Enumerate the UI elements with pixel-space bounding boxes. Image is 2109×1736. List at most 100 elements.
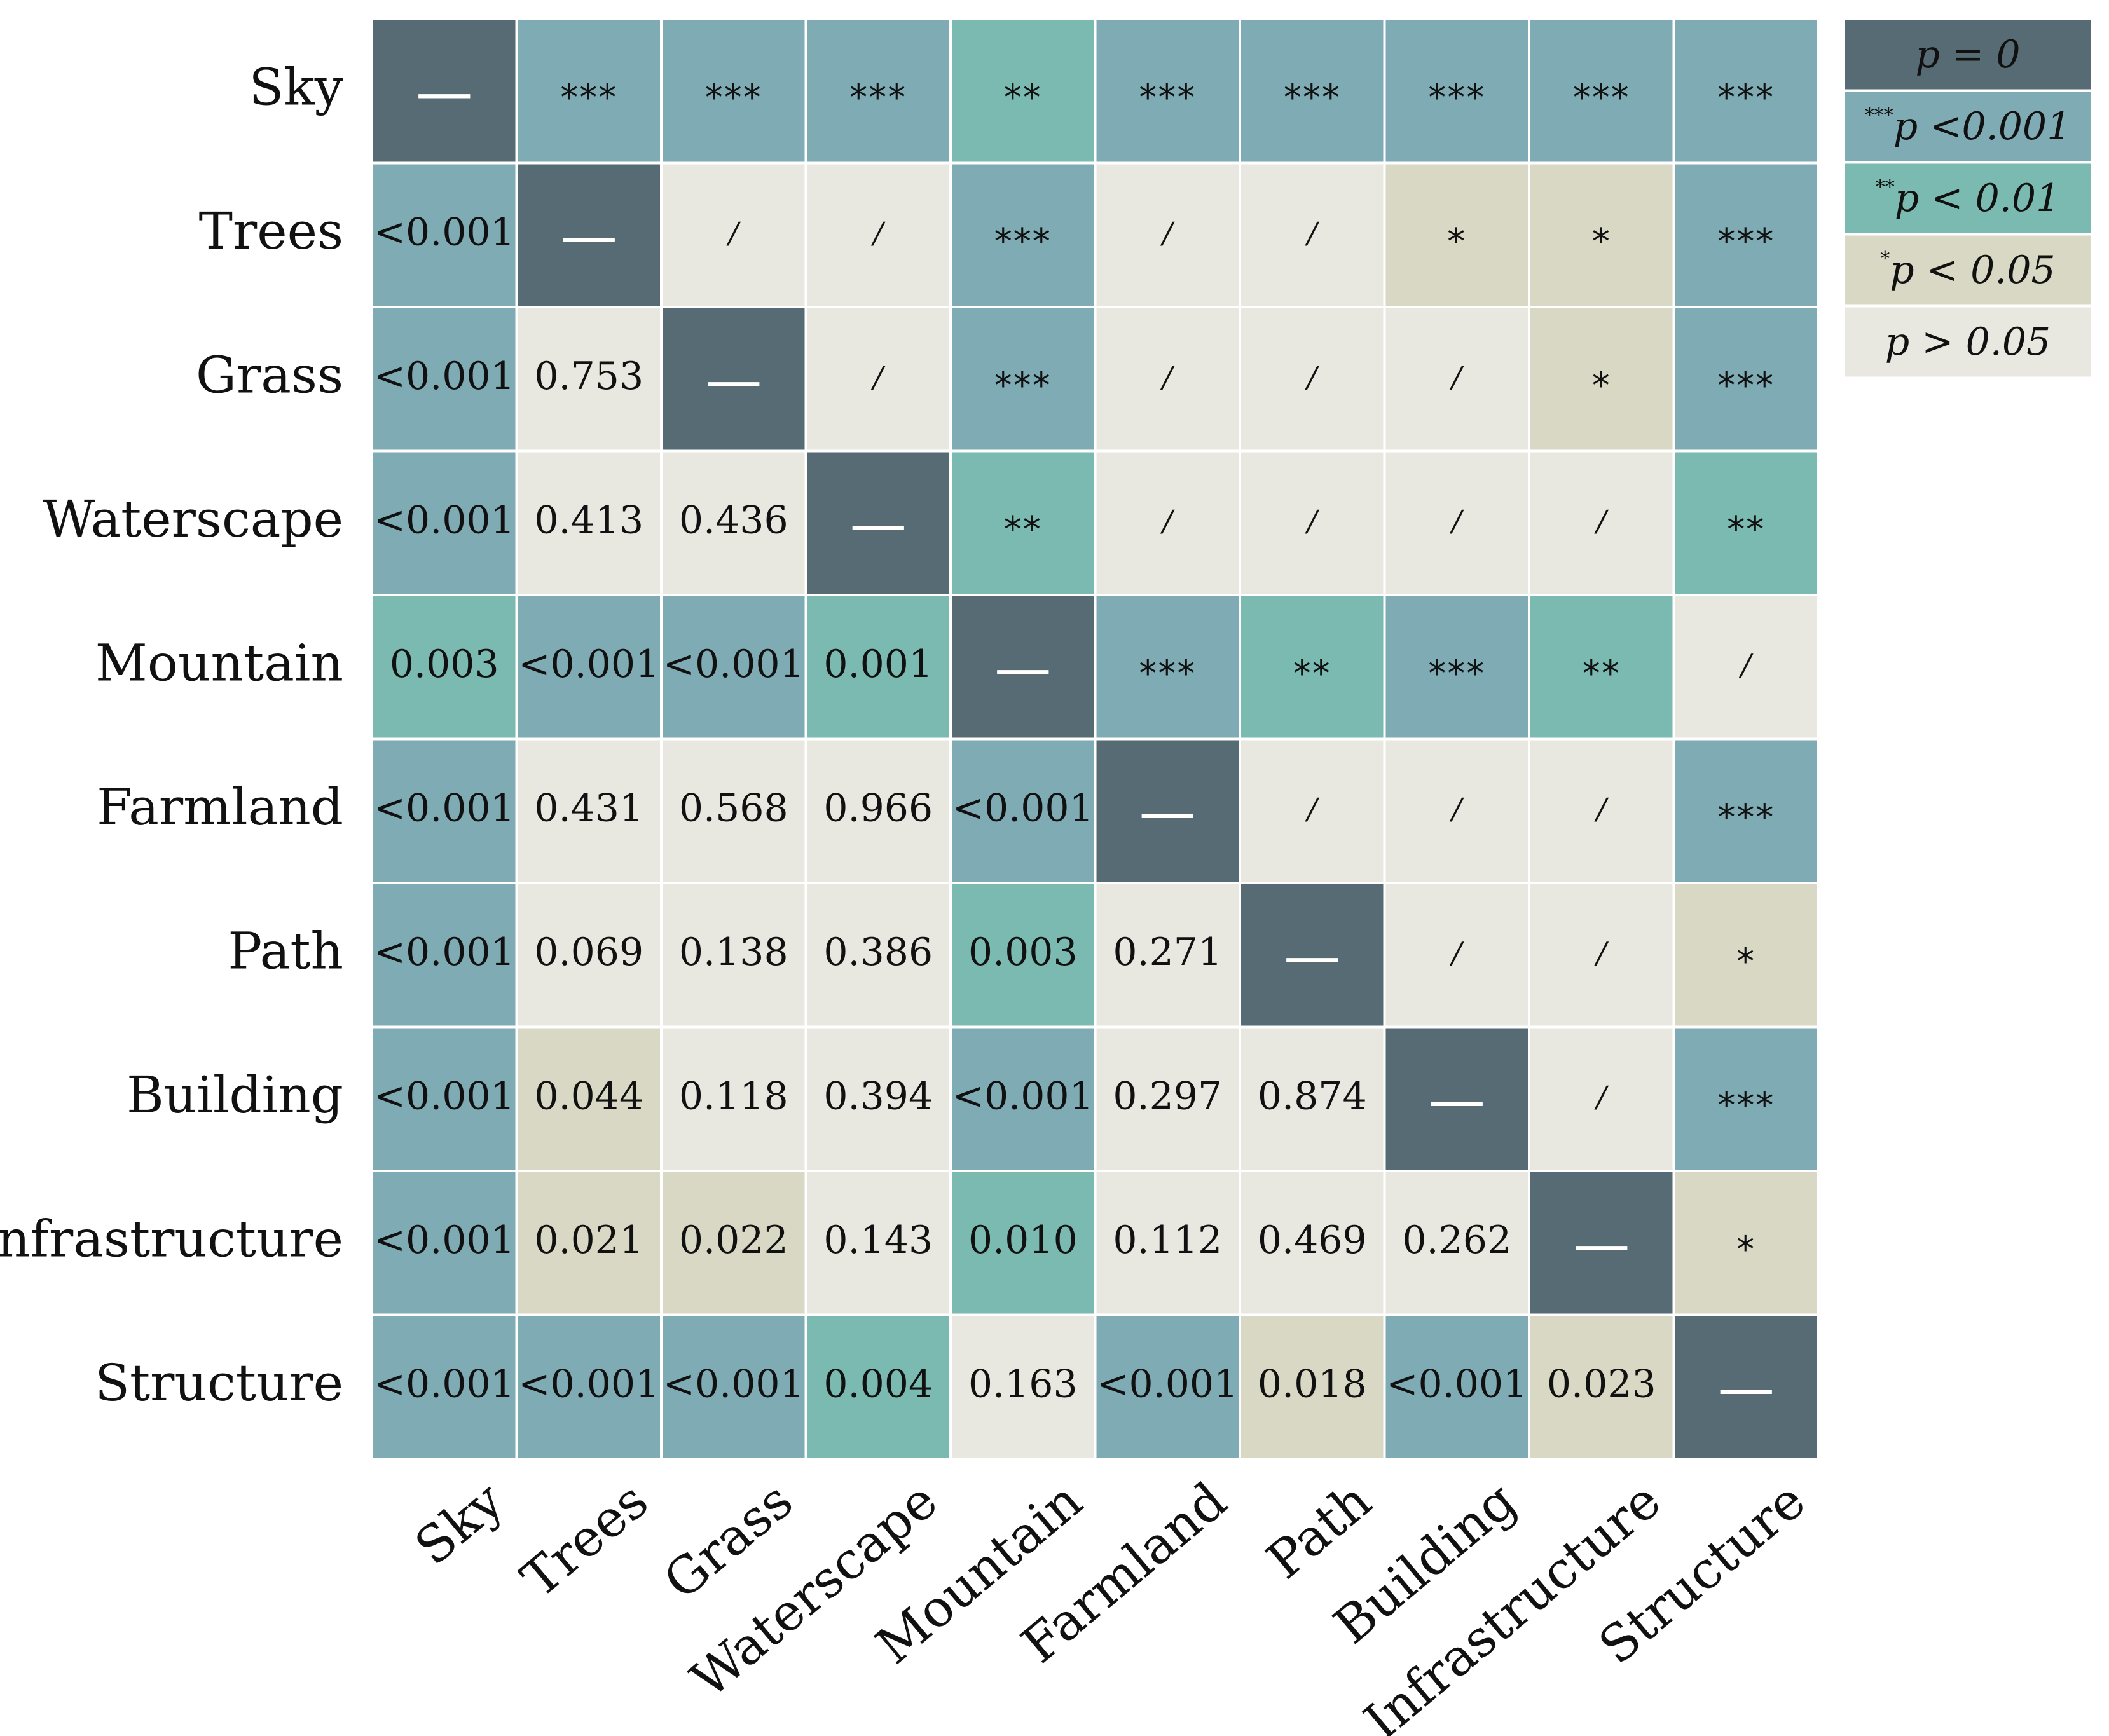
p-value-label: 0.112	[1113, 1218, 1222, 1262]
cell-trees-path	[1239, 161, 1386, 308]
diagonal-dash: —	[416, 59, 473, 126]
cell-structure-grass	[660, 1313, 807, 1460]
cell-grass-waterscape	[804, 306, 952, 453]
significance-stars: ***	[1573, 77, 1630, 118]
row-label-mountain: Mountain	[95, 633, 343, 692]
p-value-label: <0.001	[374, 786, 515, 830]
diagonal-dash: —	[560, 203, 617, 270]
cell-trees-trees	[515, 161, 663, 308]
cell-infrastructure-waterscape	[804, 1170, 952, 1316]
row-label-building: Building	[127, 1065, 343, 1124]
cell-mountain-building	[1383, 594, 1530, 741]
cell-path-grass	[660, 882, 807, 1029]
p-value-label: 0.469	[1258, 1218, 1367, 1262]
row-label-trees: Trees	[199, 202, 343, 261]
legend-text: p < 0.05	[1890, 248, 2055, 292]
p-value-label: 0.394	[823, 1074, 933, 1118]
p-value-label: 0.022	[679, 1218, 788, 1262]
legend-superscript: **	[1876, 176, 1895, 198]
significance-stars: ***	[1717, 1085, 1775, 1126]
p-value-label: 0.163	[968, 1362, 1078, 1406]
p-value-label: <0.001	[374, 1218, 515, 1262]
cell-farmland-infrastructure	[1528, 737, 1675, 884]
p-value-label: <0.001	[952, 786, 1094, 830]
row-label-farmland: Farmland	[97, 777, 343, 837]
significance-stars: **	[1004, 77, 1042, 118]
cell-sky-farmland	[1094, 18, 1241, 165]
p-value-label: 0.118	[679, 1074, 788, 1118]
row-label-sky: Sky	[249, 57, 343, 116]
cell-farmland-building	[1383, 737, 1530, 884]
cell-mountain-grass	[660, 594, 807, 741]
cell-sky-sky	[371, 18, 518, 165]
cell-path-waterscape	[804, 882, 952, 1029]
cell-grass-structure	[1672, 306, 1820, 453]
cell-waterscape-trees	[515, 449, 663, 596]
legend-superscript: *	[1880, 248, 1890, 270]
cell-infrastructure-structure	[1672, 1170, 1820, 1316]
cell-building-mountain	[949, 1025, 1097, 1172]
cell-path-structure	[1672, 882, 1820, 1029]
cell-farmland-trees	[515, 737, 663, 884]
cell-infrastructure-grass	[660, 1170, 807, 1316]
p-value-label: 0.386	[823, 930, 933, 974]
legend-label-p001: ***p <0.001	[1865, 104, 2071, 149]
cell-mountain-infrastructure	[1528, 594, 1675, 741]
diagonal-dash: —	[1428, 1067, 1485, 1134]
cell-infrastructure-infrastructure	[1528, 1170, 1675, 1316]
heatmap-cells: — *** *** *** ** *** *** *** *** ***<0.001— / / *** /…	[371, 18, 1820, 1460]
p-value-label: 0.010	[968, 1218, 1078, 1262]
row-label-structure: Structure	[95, 1353, 343, 1412]
p-value-label: <0.001	[374, 1362, 515, 1406]
cell-sky-building	[1383, 18, 1530, 165]
cell-grass-trees	[515, 306, 663, 453]
legend-text: p <0.001	[1893, 104, 2071, 149]
diagonal-dash: —	[1284, 923, 1341, 990]
p-value-label: 0.753	[534, 354, 643, 399]
legend-label-ns: p > 0.05	[1885, 320, 2051, 364]
cell-sky-trees	[515, 18, 663, 165]
legend-swatch-p001	[1843, 90, 2093, 163]
cell-structure-path	[1239, 1313, 1386, 1460]
cell-infrastructure-farmland	[1094, 1170, 1241, 1316]
p-value-label: 0.568	[679, 786, 788, 830]
p-value-label: 0.138	[679, 930, 788, 974]
cell-building-waterscape	[804, 1025, 952, 1172]
cell-sky-grass	[660, 18, 807, 165]
cell-structure-building	[1383, 1313, 1530, 1460]
legend-text: p = 0	[1916, 32, 2021, 77]
significance-stars: ***	[1428, 653, 1485, 694]
p-value-label: <0.001	[374, 930, 515, 974]
cell-waterscape-grass	[660, 449, 807, 596]
cell-trees-building	[1383, 161, 1530, 308]
p-value-label: 0.003	[390, 642, 499, 687]
significance-stars: ***	[1717, 221, 1775, 263]
column-label-path: Path	[1256, 1471, 1382, 1590]
significance-stars: **	[1583, 653, 1621, 694]
p-value-label: <0.001	[663, 642, 804, 687]
significance-stars: *	[1736, 941, 1755, 982]
p-value-label: <0.001	[1097, 1362, 1238, 1406]
significance-stars: *	[1592, 221, 1611, 263]
cell-building-farmland	[1094, 1025, 1241, 1172]
legend-swatch-ns	[1843, 305, 2093, 379]
cell-infrastructure-sky	[371, 1170, 518, 1316]
p-value-label: <0.001	[952, 1074, 1094, 1118]
p-value-label: <0.001	[663, 1362, 804, 1406]
cell-structure-sky	[371, 1313, 518, 1460]
cell-waterscape-infrastructure	[1528, 449, 1675, 596]
significance-stars: ***	[1139, 77, 1196, 118]
p-value-label: 0.021	[534, 1218, 643, 1262]
cell-path-farmland	[1094, 882, 1241, 1029]
p-value-label: <0.001	[1386, 1362, 1527, 1406]
cell-infrastructure-path	[1239, 1170, 1386, 1316]
cell-mountain-path	[1239, 594, 1386, 741]
cell-waterscape-structure	[1672, 449, 1820, 596]
significance-stars: ***	[1717, 77, 1775, 118]
p-value-label: 0.874	[1258, 1074, 1367, 1118]
row-label-grass: Grass	[196, 345, 343, 404]
diagonal-dash: —	[1717, 1355, 1775, 1422]
significance-stars: ***	[994, 221, 1052, 263]
significance-stars: **	[1727, 509, 1765, 550]
legend-text: p < 0.01	[1895, 176, 2060, 221]
